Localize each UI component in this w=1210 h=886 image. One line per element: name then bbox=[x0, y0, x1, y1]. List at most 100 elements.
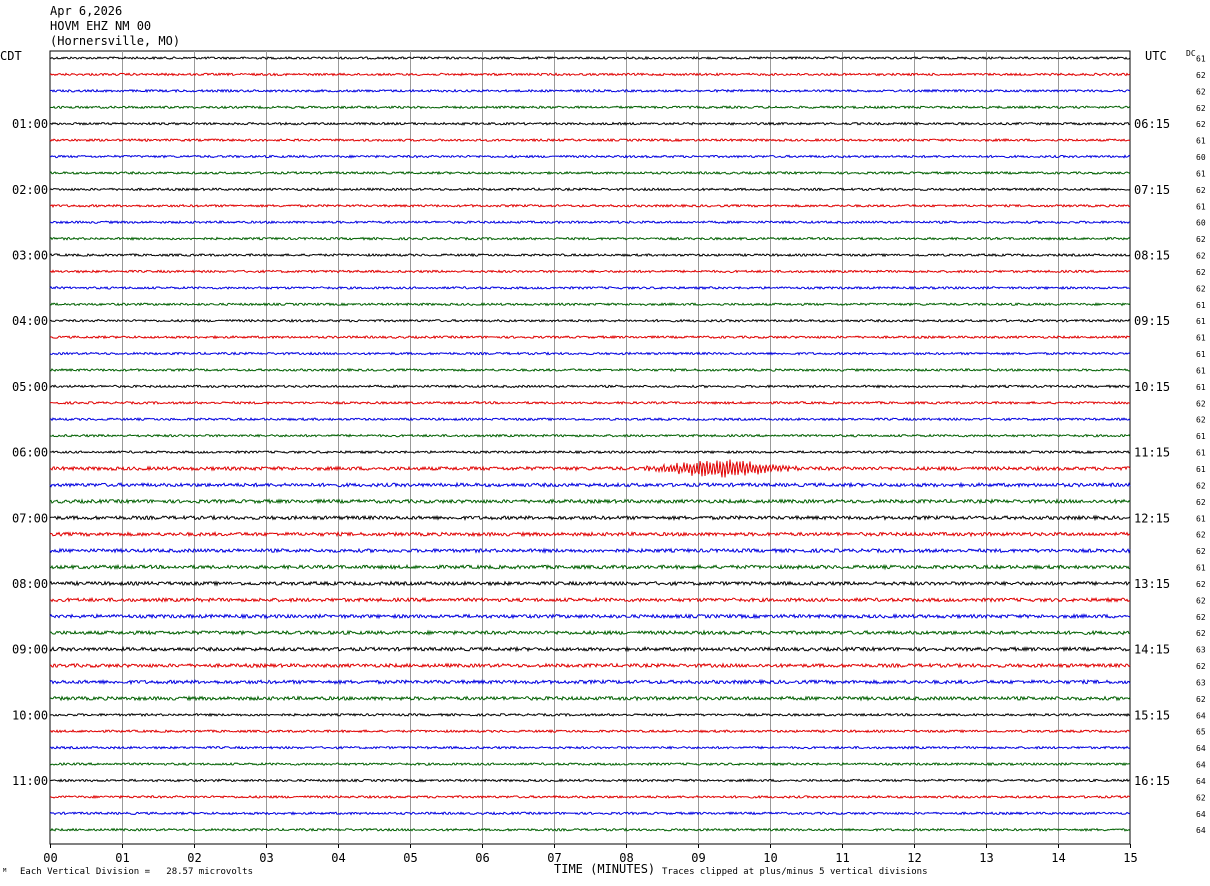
trace-row-33 bbox=[49, 580, 1131, 587]
trace-row-14 bbox=[49, 269, 1131, 274]
right-hour-label: 08:15 bbox=[1134, 249, 1170, 263]
dc-value: 62 bbox=[1196, 613, 1206, 622]
left-timezone-label: CDT bbox=[0, 49, 22, 63]
dc-value: 61 bbox=[1196, 55, 1206, 64]
left-hour-label: 09:00 bbox=[12, 643, 48, 657]
x-tick-label: 11 bbox=[835, 851, 849, 865]
dc-value: 62 bbox=[1196, 498, 1206, 507]
left-hour-label: 06:00 bbox=[12, 446, 48, 460]
dc-value: 64 bbox=[1196, 711, 1206, 720]
dc-value: 60 bbox=[1196, 153, 1206, 162]
label-layer: 00 01 02 03 04 05 06 07 08 09 10 11 12 13 14 15 61 62 62 62… bbox=[12, 55, 1206, 866]
trace-row-9 bbox=[49, 187, 1131, 192]
left-hour-label: 03:00 bbox=[12, 249, 48, 263]
dc-value: 61 bbox=[1196, 514, 1206, 523]
trace-row-43 bbox=[49, 745, 1131, 750]
trace-layer bbox=[49, 55, 1131, 832]
trace-row-29 bbox=[49, 514, 1131, 522]
dc-value: 62 bbox=[1196, 235, 1206, 244]
dc-value: 64 bbox=[1196, 777, 1206, 786]
trace-row-8 bbox=[49, 170, 1131, 176]
x-tick-label: 04 bbox=[331, 851, 345, 865]
station-code: HOVM EHZ NM 00 bbox=[50, 19, 152, 33]
trace-row-10 bbox=[49, 203, 1131, 209]
dc-value: 61 bbox=[1196, 350, 1206, 359]
x-tick-label: 05 bbox=[403, 851, 417, 865]
right-hour-label: 07:15 bbox=[1134, 183, 1170, 197]
division-note: Each Vertical Division = 28.57 microvolt… bbox=[20, 867, 253, 877]
trace-row-1 bbox=[49, 55, 1131, 61]
dc-value: 62 bbox=[1196, 284, 1206, 293]
right-hour-label: 14:15 bbox=[1134, 643, 1170, 657]
dc-value: 64 bbox=[1196, 761, 1206, 770]
dc-value: 62 bbox=[1196, 547, 1206, 556]
trace-row-2 bbox=[49, 72, 1131, 77]
trace-row-38 bbox=[49, 662, 1131, 669]
trace-row-13 bbox=[49, 252, 1131, 258]
dc-value: 61 bbox=[1196, 317, 1206, 326]
dc-value: 62 bbox=[1196, 793, 1206, 802]
dc-value: 61 bbox=[1196, 169, 1206, 178]
trace-row-3 bbox=[49, 88, 1131, 94]
left-hour-label: 11:00 bbox=[12, 774, 48, 788]
trace-row-20 bbox=[49, 367, 1131, 373]
trace-row-37 bbox=[49, 645, 1131, 653]
x-tick-label: 06 bbox=[475, 851, 489, 865]
x-tick-label: 14 bbox=[1051, 851, 1065, 865]
trace-row-18 bbox=[49, 334, 1131, 340]
trace-row-16 bbox=[49, 302, 1131, 307]
trace-row-31 bbox=[49, 547, 1131, 554]
trace-row-23 bbox=[49, 417, 1131, 422]
right-hour-label: 12:15 bbox=[1134, 511, 1170, 525]
right-timezone-label: UTC bbox=[1145, 49, 1167, 63]
dc-header-label: DC bbox=[1186, 49, 1196, 58]
trace-row-41 bbox=[49, 712, 1131, 718]
trace-row-42 bbox=[49, 729, 1131, 734]
trace-row-4 bbox=[49, 105, 1131, 110]
trace-row-22 bbox=[49, 400, 1131, 406]
dc-value: 61 bbox=[1196, 334, 1206, 343]
dc-value: 62 bbox=[1196, 268, 1206, 277]
right-hour-label: 10:15 bbox=[1134, 380, 1170, 394]
x-tick-label: 12 bbox=[907, 851, 921, 865]
x-tick-label: 13 bbox=[979, 851, 993, 865]
left-hour-label: 07:00 bbox=[12, 511, 48, 525]
trace-row-27 bbox=[49, 481, 1131, 489]
trace-row-21 bbox=[49, 384, 1131, 389]
x-axis-title: TIME (MINUTES) bbox=[554, 862, 656, 876]
dc-value: 61 bbox=[1196, 432, 1206, 441]
trace-row-40 bbox=[49, 695, 1131, 702]
trace-row-36 bbox=[49, 629, 1131, 636]
left-hour-label: 05:00 bbox=[12, 380, 48, 394]
x-tick-label: 01 bbox=[115, 851, 129, 865]
trace-row-30 bbox=[49, 530, 1131, 538]
dc-value: 64 bbox=[1196, 810, 1206, 819]
dc-value: 60 bbox=[1196, 219, 1206, 228]
left-hour-label: 08:00 bbox=[12, 577, 48, 591]
trace-row-46 bbox=[50, 794, 1131, 800]
right-hour-label: 11:15 bbox=[1134, 446, 1170, 460]
chart-date: Apr 6,2026 bbox=[50, 4, 123, 18]
trace-row-44 bbox=[49, 761, 1131, 767]
x-tick-label: 08 bbox=[619, 851, 633, 865]
dc-value: 63 bbox=[1196, 678, 1206, 687]
trace-row-24 bbox=[49, 433, 1131, 438]
dc-value: 62 bbox=[1196, 252, 1206, 261]
dc-value: 64 bbox=[1196, 826, 1206, 835]
dc-value: 62 bbox=[1196, 629, 1206, 638]
trace-row-32 bbox=[49, 563, 1131, 571]
right-hour-label: 09:15 bbox=[1134, 314, 1170, 328]
dc-value: 62 bbox=[1196, 662, 1206, 671]
dc-value: 62 bbox=[1196, 71, 1206, 80]
left-hour-label: 01:00 bbox=[12, 117, 48, 131]
left-hour-label: 02:00 bbox=[12, 183, 48, 197]
trace-row-39 bbox=[49, 678, 1131, 686]
trace-row-7 bbox=[49, 154, 1131, 159]
dc-value: 61 bbox=[1196, 301, 1206, 310]
trace-row-11 bbox=[50, 220, 1131, 225]
dc-value: 61 bbox=[1196, 465, 1206, 474]
dc-value: 62 bbox=[1196, 416, 1206, 425]
dc-value: 62 bbox=[1196, 481, 1206, 490]
dc-value: 62 bbox=[1196, 87, 1206, 96]
